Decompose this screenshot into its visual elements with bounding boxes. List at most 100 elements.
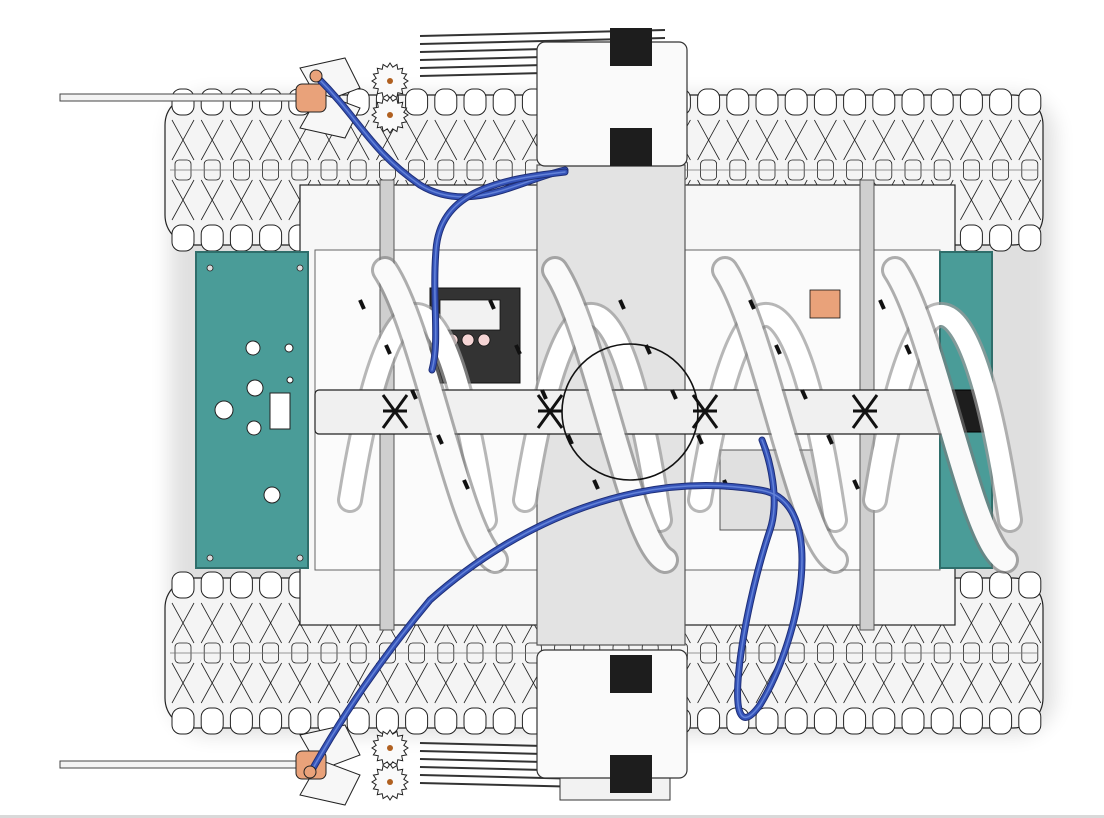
track-cleat bbox=[229, 88, 253, 116]
cable-end bbox=[309, 69, 323, 83]
probe-rod bbox=[59, 93, 321, 102]
track-cleat bbox=[200, 707, 224, 735]
board-connector bbox=[477, 333, 491, 347]
track-link bbox=[1018, 602, 1042, 704]
track-cleat bbox=[229, 224, 253, 252]
gear-hub bbox=[387, 112, 393, 118]
auger-assembly bbox=[314, 256, 1023, 574]
sensor-block bbox=[610, 755, 652, 793]
panel-hole bbox=[263, 486, 281, 504]
track-cleat bbox=[784, 707, 808, 735]
track-cleat bbox=[930, 707, 954, 735]
track-cleat bbox=[434, 88, 458, 116]
track-cleat bbox=[843, 88, 867, 116]
track-link bbox=[259, 119, 282, 221]
panel-slot bbox=[269, 392, 291, 430]
gripper-arm-bottom bbox=[59, 649, 688, 806]
track-cleat bbox=[959, 88, 983, 116]
track-link bbox=[376, 119, 399, 221]
track-cleat bbox=[492, 88, 516, 116]
cable-end bbox=[303, 765, 317, 779]
track-cleat bbox=[346, 707, 370, 735]
track-cleat bbox=[288, 707, 312, 735]
panel-hole bbox=[245, 340, 261, 356]
gripper-arm-top bbox=[59, 28, 688, 167]
track-cleat bbox=[697, 707, 721, 735]
flight-marking bbox=[826, 434, 834, 445]
track-cleat bbox=[755, 88, 779, 116]
track-cleat bbox=[755, 707, 779, 735]
auger-shaft bbox=[314, 389, 946, 435]
board-connector bbox=[461, 333, 475, 347]
track-cleat bbox=[959, 571, 983, 599]
panel-screw bbox=[296, 554, 304, 562]
flight-marking bbox=[618, 299, 626, 310]
flight-marking bbox=[852, 479, 860, 490]
track-cleat bbox=[434, 707, 458, 735]
track-cleat bbox=[171, 88, 195, 116]
panel-hole bbox=[246, 379, 264, 397]
track-link bbox=[814, 119, 837, 221]
flight-marking bbox=[436, 434, 444, 445]
gripper-arms bbox=[59, 28, 688, 806]
track-link bbox=[901, 119, 925, 221]
track-cleat bbox=[375, 707, 399, 735]
track-cleat bbox=[843, 707, 867, 735]
panel-screw bbox=[206, 554, 214, 562]
track-link bbox=[784, 119, 808, 221]
track-cleat bbox=[930, 88, 954, 116]
flight-marking bbox=[800, 389, 808, 400]
flight-marking bbox=[670, 389, 678, 400]
flight-marking bbox=[462, 479, 470, 490]
track-link bbox=[755, 119, 779, 221]
track-cleat bbox=[959, 707, 983, 735]
panel-hole bbox=[284, 343, 294, 353]
track-link bbox=[726, 119, 750, 221]
track-cleat bbox=[726, 88, 750, 116]
terminal-block bbox=[809, 289, 841, 319]
track-cleat bbox=[813, 88, 837, 116]
track-cleat bbox=[989, 707, 1013, 735]
flight-marking bbox=[774, 344, 782, 355]
track-link bbox=[843, 119, 866, 221]
flight-marking bbox=[878, 299, 886, 310]
track-link bbox=[317, 119, 341, 221]
track-cleat bbox=[492, 707, 516, 735]
panel-hole bbox=[214, 400, 234, 420]
bottom-border bbox=[0, 815, 1104, 818]
shaft-coupling bbox=[381, 394, 409, 429]
track-cleat bbox=[463, 707, 487, 735]
gear-hub bbox=[387, 779, 393, 785]
cable-highlight bbox=[317, 77, 566, 198]
track-link bbox=[930, 119, 954, 221]
track-link bbox=[230, 119, 253, 221]
cable-highlight bbox=[431, 171, 566, 371]
probe-rod bbox=[59, 760, 321, 769]
track-cleat bbox=[171, 707, 195, 735]
track-link bbox=[522, 119, 545, 221]
flight-marking bbox=[358, 299, 366, 310]
track-cleat bbox=[872, 88, 896, 116]
track-link bbox=[960, 602, 983, 704]
flight-marking bbox=[904, 344, 912, 355]
flight-marking bbox=[566, 434, 574, 445]
panel-hole bbox=[286, 376, 294, 384]
panel-screw bbox=[296, 264, 304, 272]
track-link bbox=[171, 602, 195, 704]
track-cleat bbox=[463, 88, 487, 116]
track-link bbox=[960, 119, 983, 221]
flight-marking bbox=[696, 434, 704, 445]
gear-hub bbox=[387, 745, 393, 751]
track-link bbox=[1018, 119, 1042, 221]
track-link bbox=[492, 119, 516, 221]
flight-marking bbox=[748, 299, 756, 310]
track-cleat bbox=[259, 707, 283, 735]
track-cleat bbox=[1018, 571, 1042, 599]
track-cleat bbox=[405, 88, 429, 116]
shaft-coupling bbox=[536, 394, 564, 429]
track-cleat bbox=[901, 707, 925, 735]
track-link bbox=[989, 602, 1012, 704]
track-cleat bbox=[1018, 88, 1042, 116]
track-link bbox=[434, 119, 458, 221]
